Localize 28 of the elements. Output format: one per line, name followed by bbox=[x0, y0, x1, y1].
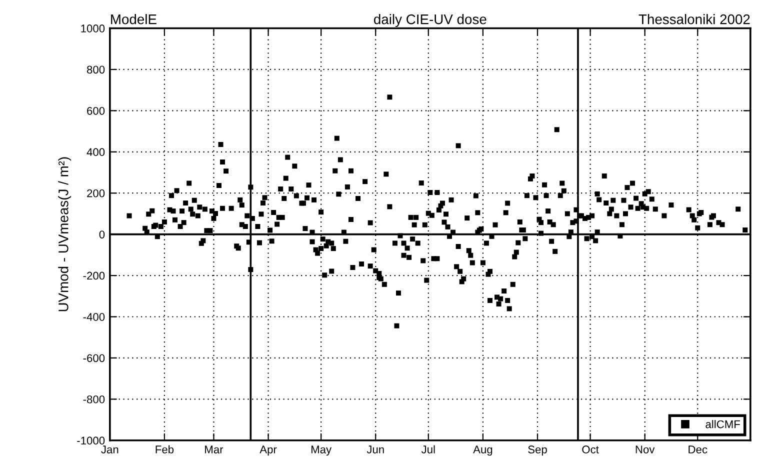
y-tick-label: 1000 bbox=[81, 24, 105, 32]
chart-title: daily CIE-UV dose bbox=[374, 14, 486, 27]
x-tick-label: Jan bbox=[101, 446, 118, 454]
x-tick-label: Dec bbox=[688, 446, 708, 454]
legend-label: allCMF bbox=[706, 420, 740, 428]
y-tick-label: 600 bbox=[87, 106, 105, 115]
y-tick-label: 0 bbox=[99, 230, 105, 238]
y-tick-label: -800 bbox=[83, 395, 105, 404]
y-tick-label: -1000 bbox=[77, 436, 105, 445]
x-tick-label: Apr bbox=[260, 446, 277, 456]
y-tick-label: -600 bbox=[83, 354, 105, 362]
y-tick-label: -400 bbox=[83, 313, 105, 321]
x-tick-label: Sep bbox=[528, 446, 547, 456]
x-tick-label: Jul bbox=[421, 445, 435, 454]
x-tick-label: Aug bbox=[473, 446, 492, 456]
y-tick-label: 800 bbox=[86, 66, 105, 74]
x-tick-label: Mar bbox=[205, 446, 224, 454]
text: Thessaloniki 2002 bbox=[638, 14, 750, 24]
x-tick-label: Feb bbox=[156, 445, 174, 454]
text: ModelE bbox=[111, 14, 156, 24]
x-tick-label: May bbox=[311, 446, 332, 456]
x-tick-label: Jun bbox=[366, 446, 384, 454]
x-tick-label: Nov bbox=[636, 446, 655, 454]
y-tick-label: 400 bbox=[86, 148, 105, 156]
y-axis-title: UVmod - UVmeas(J / m²) bbox=[58, 157, 72, 312]
x-tick-label: Oct bbox=[582, 446, 599, 454]
y-tick-label: 200 bbox=[87, 189, 105, 198]
y-tick-label: -200 bbox=[83, 272, 105, 280]
